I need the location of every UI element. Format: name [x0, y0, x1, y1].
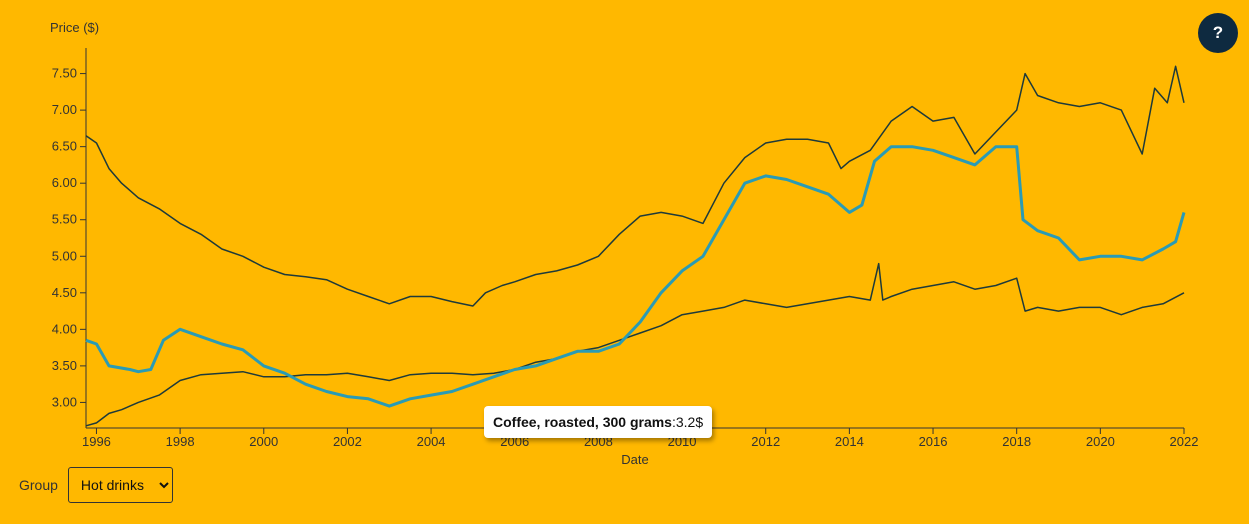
- axes: [85, 48, 1184, 429]
- y-tick-label: 7.00: [52, 102, 77, 117]
- x-tick-label: 2002: [333, 434, 362, 449]
- tooltip: Coffee, roasted, 300 grams:3.2$: [484, 406, 713, 438]
- x-tick-label: 2014: [835, 434, 864, 449]
- y-axis-title: Price ($): [50, 20, 99, 35]
- y-tick-label: 3.00: [52, 394, 77, 409]
- x-axis-title: Date: [621, 452, 648, 467]
- x-tick-label: 2004: [417, 434, 446, 449]
- x-ticks: 1996 1998 2000 2002 2004 2006 2008 2010 2012 2014…: [82, 428, 1198, 449]
- y-tick-label: 4.00: [52, 321, 77, 336]
- x-tick-label: 2018: [1002, 434, 1031, 449]
- x-tick-label: 2016: [919, 434, 948, 449]
- group-control: Group Hot drinks: [19, 467, 173, 503]
- group-label: Group: [19, 477, 58, 493]
- series-line-highlighted[interactable]: [85, 145, 1186, 408]
- series-lines: [85, 65, 1186, 427]
- tooltip-value: 3.2$: [675, 414, 704, 430]
- y-tick-label: 5.00: [52, 248, 77, 263]
- x-tick-label: 2012: [751, 434, 780, 449]
- x-tick-label: 1996: [82, 434, 111, 449]
- series-line[interactable]: [85, 262, 1185, 427]
- y-ticks: 3.00 3.50 4.00 4.50 5.00 5.50 6.00 6.50 7.00 7.50: [52, 66, 86, 409]
- y-tick-label: 6.00: [52, 175, 77, 190]
- x-tick-label: 2022: [1170, 434, 1199, 449]
- y-tick-label: 5.50: [52, 212, 77, 227]
- x-tick-label: 2000: [249, 434, 278, 449]
- x-tick-label: 2020: [1086, 434, 1115, 449]
- y-tick-label: 3.50: [52, 358, 77, 373]
- y-tick-label: 4.50: [52, 285, 77, 300]
- x-tick-label: 1998: [166, 434, 195, 449]
- tooltip-separator: :: [671, 414, 676, 430]
- help-button[interactable]: ?: [1198, 13, 1238, 53]
- tooltip-series-name: Coffee, roasted, 300 grams: [493, 414, 672, 430]
- y-tick-label: 7.50: [52, 66, 77, 81]
- group-select[interactable]: Hot drinks: [67, 467, 173, 503]
- y-tick-label: 6.50: [52, 139, 77, 154]
- series-line[interactable]: [85, 65, 1185, 307]
